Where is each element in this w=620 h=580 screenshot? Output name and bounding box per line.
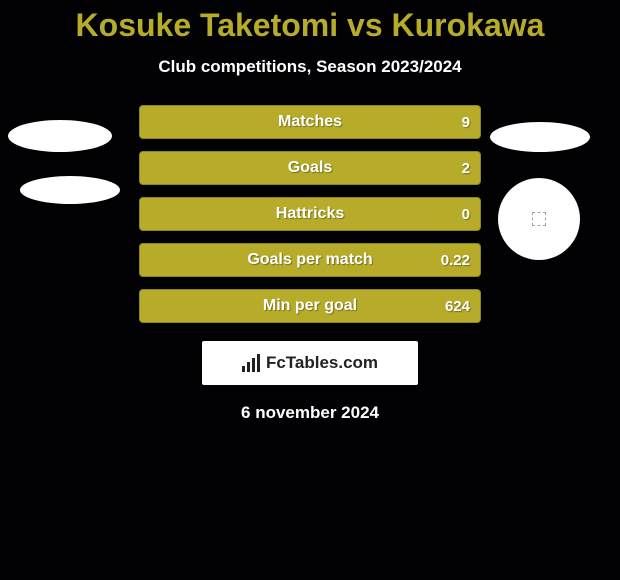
stat-bar-label: Goals per match	[247, 251, 372, 269]
stat-bar-value: 9	[462, 114, 470, 131]
stat-bar: Hattricks 0	[139, 197, 481, 231]
date-text: 6 november 2024	[0, 403, 620, 423]
stats-area: Matches 9 Goals 2 Hattricks 0 Goals per match 0…	[0, 105, 620, 423]
decor-ellipse-left-mid	[20, 176, 120, 204]
stat-bar-value: 2	[462, 160, 470, 177]
stat-bar: Goals 2	[139, 151, 481, 185]
placeholder-image-icon	[532, 212, 546, 226]
stat-bar: Matches 9	[139, 105, 481, 139]
decor-circle-right	[498, 178, 580, 260]
stat-bar-label: Matches	[278, 113, 342, 131]
stat-bar-value: 0	[462, 206, 470, 223]
stat-bar: Min per goal 624	[139, 289, 481, 323]
stat-bar-label: Hattricks	[276, 205, 344, 223]
page-title: Kosuke Taketomi vs Kurokawa	[0, 8, 620, 43]
subtitle: Club competitions, Season 2023/2024	[0, 57, 620, 77]
decor-ellipse-right-top	[490, 122, 590, 152]
brand-box[interactable]: FcTables.com	[202, 341, 418, 385]
stat-bar-value: 0.22	[441, 252, 470, 269]
stat-bar-value: 624	[445, 298, 470, 315]
decor-ellipse-left-top	[8, 120, 112, 152]
stat-bar-label: Min per goal	[263, 297, 357, 315]
stat-bar: Goals per match 0.22	[139, 243, 481, 277]
stats-card: Kosuke Taketomi vs Kurokawa Club competi…	[0, 0, 620, 580]
brand-text: FcTables.com	[266, 353, 378, 373]
stat-bar-label: Goals	[288, 159, 332, 177]
chart-bars-icon	[242, 354, 260, 372]
